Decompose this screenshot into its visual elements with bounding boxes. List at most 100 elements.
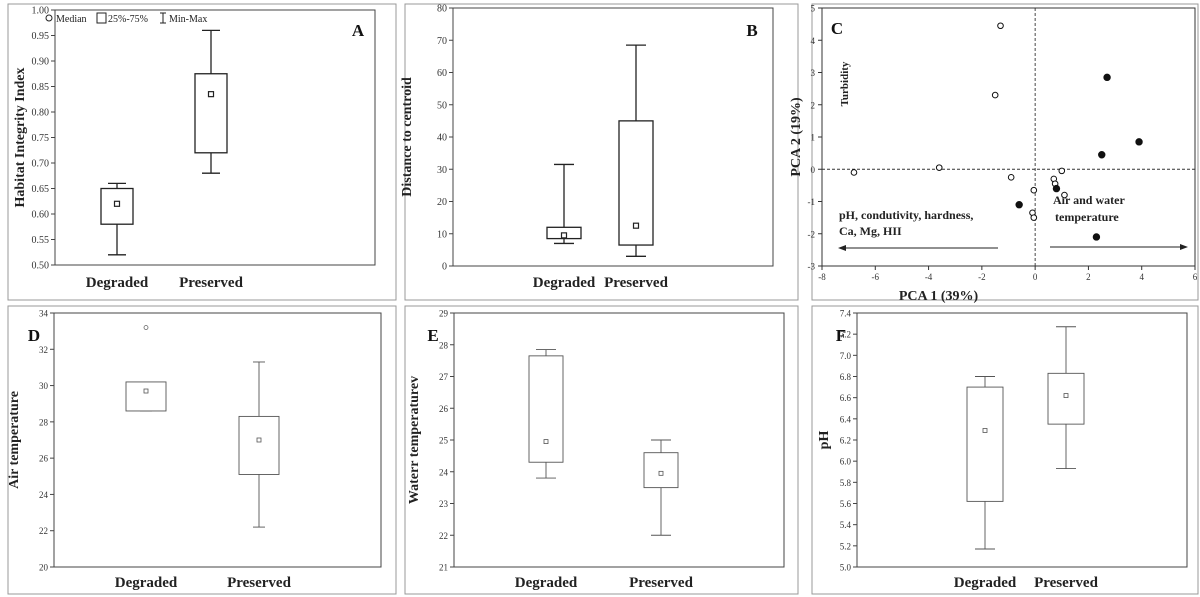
y-tick-label: 20: [39, 563, 49, 573]
y-tick-label: 24: [39, 490, 49, 500]
panel-letter: C: [831, 19, 843, 38]
y-tick-label: 0.65: [32, 184, 50, 195]
y-tick-label: 26: [39, 454, 49, 464]
x-tick-label: -4: [925, 272, 933, 282]
iqr-box: [1047, 372, 1085, 425]
iqr-box: [528, 355, 564, 463]
box-degraded: [125, 381, 167, 412]
annotation-right-line1: Air and water: [1053, 193, 1125, 207]
y-tick-label: 40: [437, 133, 447, 144]
y-axis-title: Air temperature: [7, 391, 22, 489]
y-tick-label: 0.75: [32, 133, 50, 144]
panel-f: 5.0 5.2 5.4 5.6 5.8 6.0 6.2 6.4 6.6 6.8 7.0 7.2 7.4 p…: [811, 305, 1199, 595]
panel-e: 21 22 23 24 25 26 27 28 29 Waterr temperaturev Deg…: [404, 305, 799, 595]
y-tick-label: 6.4: [840, 414, 852, 424]
y-tick-label: 28: [39, 417, 49, 427]
scatter-point-filled: [1135, 138, 1143, 146]
y-tick-label: 24: [439, 467, 449, 477]
panel-frame: [7, 305, 397, 595]
y-tick-label: 6.6: [840, 393, 852, 403]
annotation-left-line2: Ca, Mg, HII: [839, 224, 902, 238]
panel-letter: E: [427, 326, 438, 345]
y-tick-label: 23: [439, 499, 449, 509]
scatter-point-open: [850, 169, 858, 176]
legend-box-icon: [96, 12, 107, 24]
scatter-point-open: [1061, 191, 1068, 199]
panel-letter: F: [836, 326, 846, 345]
y-tick-label: -1: [808, 197, 816, 207]
y-tick-label: 0.85: [32, 82, 50, 93]
x-tick-label: 6: [1193, 272, 1198, 282]
scatter-point-open: [1058, 167, 1066, 175]
y-tick-label: 6.0: [840, 457, 852, 467]
median-marker: [256, 437, 262, 443]
arrow-right-head: [1180, 244, 1188, 250]
y-tick-label: 34: [39, 309, 49, 319]
legend-median-icon: [45, 14, 53, 22]
panel-frame: [811, 3, 1199, 301]
y-tick-label: 5: [811, 4, 816, 14]
annotation-right-line2: temperature: [1055, 210, 1119, 224]
x-tick-label: -8: [818, 272, 826, 282]
y-tick-label: 22: [39, 526, 48, 536]
x-tick-label: 0: [1033, 272, 1038, 282]
panel-frame: [404, 3, 799, 301]
y-tick-label: 5.8: [840, 478, 852, 488]
y-tick-label: 7.0: [840, 351, 852, 361]
y-tick-label: 30: [437, 165, 447, 176]
y-tick-label: 6.8: [840, 372, 852, 382]
category-label: Preserved: [604, 275, 669, 291]
y-tick-label: 25: [439, 436, 449, 446]
y-tick-label: 20: [437, 197, 447, 208]
y-tick-label: 5.2: [840, 541, 851, 551]
y-tick-label: 50: [437, 100, 447, 111]
y-tick-label: 60: [437, 68, 447, 79]
y-tick-label: 7.2: [840, 330, 851, 340]
plot-area: [452, 7, 774, 267]
scatter-point-filled: [1098, 151, 1106, 159]
scatter-point-open: [991, 91, 999, 99]
y-tick-label: 4: [811, 36, 816, 46]
scatter-point-open: [935, 164, 943, 171]
legend-median-label: Median: [56, 14, 87, 25]
x-tick-label: -2: [978, 272, 986, 282]
y-tick-label: 5.4: [840, 520, 852, 530]
y-tick-label: 30: [39, 381, 49, 391]
box-degraded: [100, 182, 134, 256]
iqr-box: [238, 415, 280, 475]
y-tick-label: 0.50: [32, 261, 50, 272]
panel-a: 0.50 0.55 0.60 0.65 0.70 0.75 0.80 0.85 0.90 0.95…: [7, 3, 397, 301]
box-degraded: [546, 163, 582, 245]
x-axis-title: PCA 1 (39%): [899, 289, 979, 304]
legend-whisker-label: Min-Max: [169, 14, 207, 25]
y-tick-label: -2: [808, 229, 816, 239]
y-tick-label: 32: [39, 345, 48, 355]
y-tick-label: 80: [437, 4, 447, 15]
y-tick-label: 0: [811, 165, 816, 175]
y-tick-label: 0.90: [32, 57, 50, 68]
category-label: Degraded: [515, 575, 578, 591]
iqr-box: [125, 381, 167, 412]
y-tick-label: 0.95: [32, 31, 50, 42]
y-axis-title: Waterr temperaturev: [407, 376, 422, 504]
box-preserved: [643, 439, 679, 536]
y-axis-title: Distance to centroid: [400, 77, 415, 197]
scatter-point-filled: [1015, 201, 1023, 209]
category-label: Degraded: [533, 275, 596, 291]
y-tick-label: 3: [811, 68, 816, 78]
panel-frame: [404, 305, 799, 595]
box-preserved: [238, 361, 280, 528]
plot-area: [856, 312, 1188, 568]
scatter-point-open: [1007, 174, 1015, 181]
category-label: Degraded: [954, 575, 1017, 591]
box-preserved: [618, 44, 654, 257]
category-label: Degraded: [115, 575, 178, 591]
y-tick-label: 0.80: [32, 108, 50, 119]
y-tick-label: 1: [811, 133, 816, 143]
annotation-left-line1: pH, condutivity, hardness,: [839, 208, 973, 222]
y-axis-title: PCA 2 (19%): [789, 97, 804, 177]
arrow-left-head: [838, 245, 846, 251]
y-axis-title: pH: [817, 431, 832, 450]
legend-box-label: 25%-75%: [108, 14, 148, 25]
outlier-point: [143, 325, 149, 330]
